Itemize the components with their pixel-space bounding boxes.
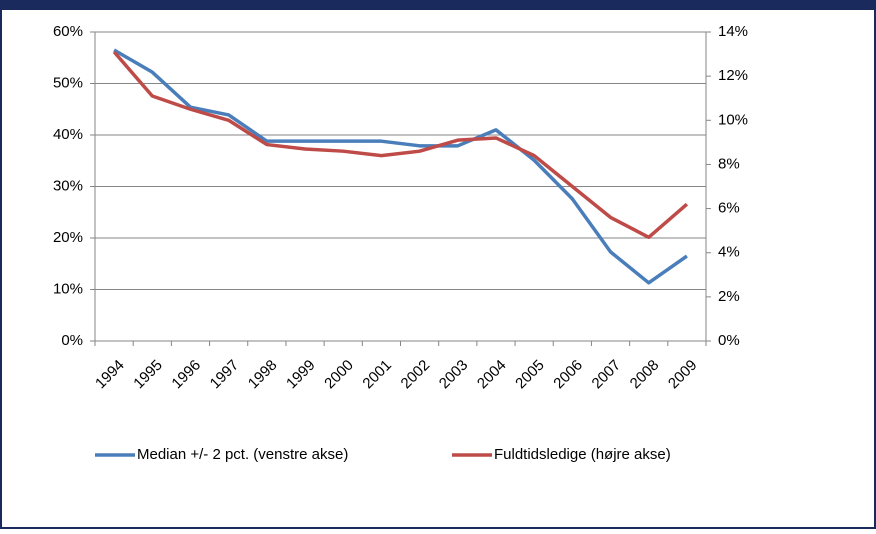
x-tick-label: 2001 (359, 357, 395, 393)
x-tick-label: 2003 (436, 357, 472, 393)
x-tick-label: 2005 (512, 357, 548, 393)
y2-tick-label: 4% (718, 244, 740, 261)
x-tick-label: 2008 (627, 357, 663, 393)
x-tick-label: 2004 (474, 357, 510, 393)
y-tick-label: 50% (53, 74, 83, 91)
y2-tick-label: 12% (718, 67, 748, 84)
x-tick-label: 1995 (130, 357, 166, 393)
y-tick-label: 30% (53, 177, 83, 194)
y2-tick-label: 10% (718, 111, 748, 128)
y-tick-label: 20% (53, 229, 83, 246)
legend-label: Fuldtidsledige (højre akse) (494, 446, 671, 463)
x-tick-label: 1994 (92, 357, 128, 393)
x-tick-label: 2009 (665, 357, 701, 393)
y2-tick-label: 14% (718, 23, 748, 40)
x-tick-label: 1996 (168, 357, 204, 393)
y2-tick-label: 0% (718, 332, 740, 349)
top-bar (0, 0, 876, 10)
legend-label: Median +/- 2 pct. (venstre akse) (137, 446, 348, 463)
x-tick-label: 2007 (589, 357, 625, 393)
y2-tick-label: 8% (718, 155, 740, 172)
y2-tick-label: 6% (718, 200, 740, 217)
x-tick-label: 2000 (321, 357, 357, 393)
y-tick-label: 0% (61, 332, 83, 349)
series-line (112, 50, 689, 240)
y-tick-label: 60% (53, 23, 83, 40)
x-tick-label: 1997 (207, 357, 243, 393)
series-line (113, 48, 688, 285)
x-tick-label: 1999 (283, 357, 319, 393)
x-tick-label: 2002 (398, 357, 434, 393)
x-tick-label: 1998 (245, 357, 281, 393)
y2-tick-label: 2% (718, 288, 740, 305)
y-tick-label: 40% (53, 126, 83, 143)
x-tick-label: 2006 (550, 357, 586, 393)
y-tick-label: 10% (53, 280, 83, 297)
